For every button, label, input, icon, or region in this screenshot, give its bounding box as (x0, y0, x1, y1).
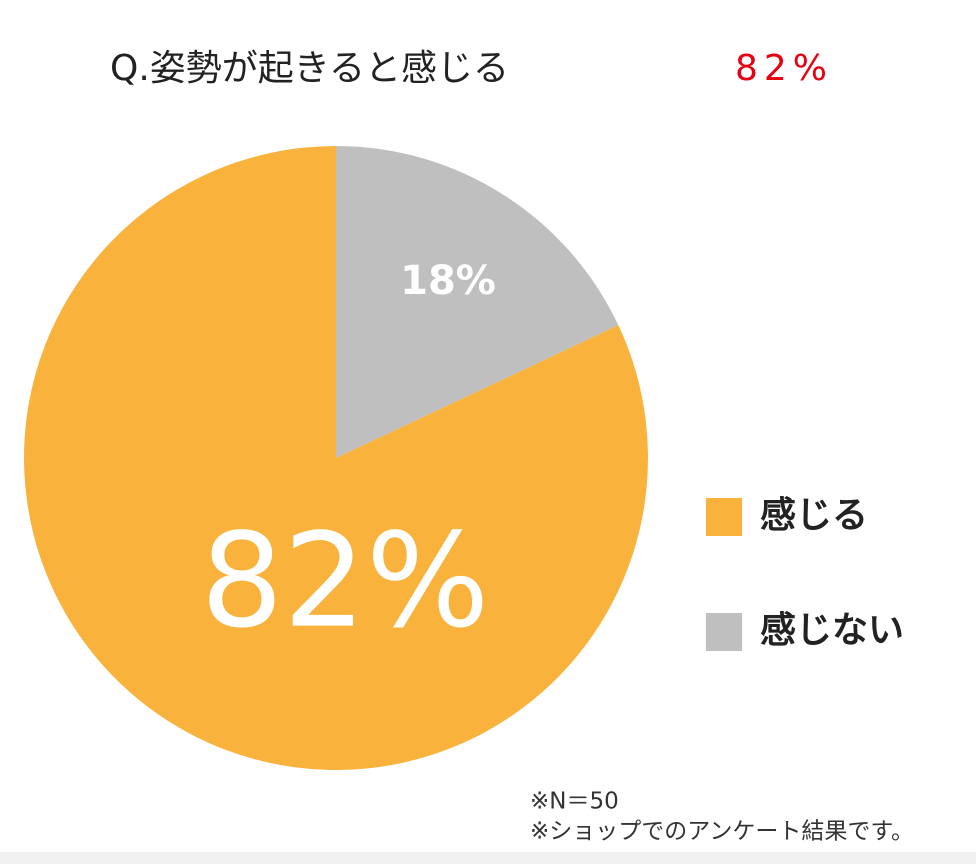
title-highlight: 82% (735, 48, 833, 89)
footnote: ※ショップでのアンケート結果です。 (530, 819, 914, 845)
value-label: 82% (201, 505, 490, 657)
legend-swatch (706, 498, 742, 536)
value-label: 18% (400, 258, 496, 304)
chart-title: Q.姿勢が起きると感じる (110, 48, 509, 89)
footnote: ※N＝50 (530, 789, 619, 815)
pie-slice (336, 146, 619, 458)
legend-swatch (706, 613, 742, 651)
legend-label: 感じない (760, 610, 904, 651)
pie-slice (24, 146, 649, 770)
bottom-strip (0, 852, 976, 864)
legend-label: 感じる (760, 495, 868, 536)
